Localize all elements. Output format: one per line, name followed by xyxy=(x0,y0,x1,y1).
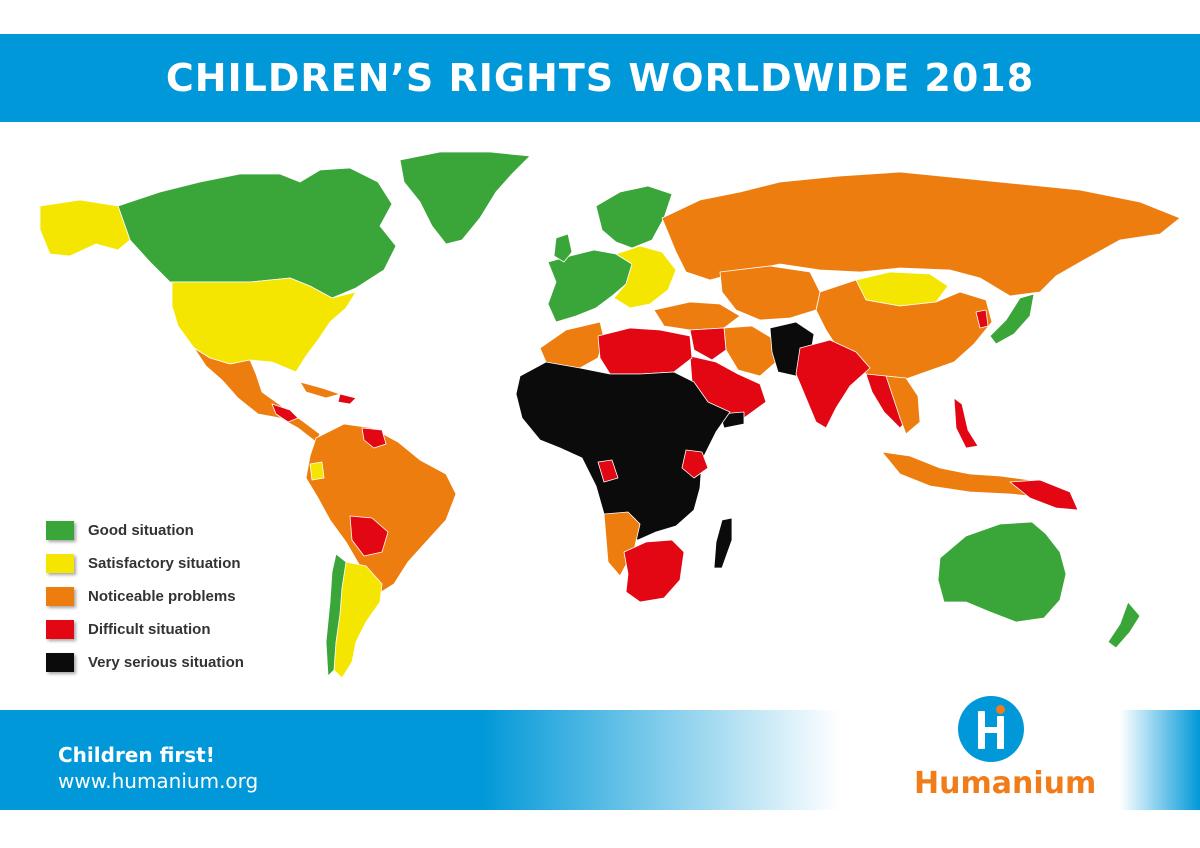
region-south-america xyxy=(305,423,457,595)
region-new-zealand xyxy=(1107,601,1141,649)
footer-url[interactable]: www.humanium.org xyxy=(58,769,259,793)
region-bolivia xyxy=(349,515,389,557)
page-title: CHILDREN’S RIGHTS WORLDWIDE 2018 xyxy=(165,56,1035,100)
region-india xyxy=(795,339,871,429)
legend-label-noticeable: Noticeable problems xyxy=(88,588,236,605)
region-alaska xyxy=(39,199,131,257)
region-papua xyxy=(1009,479,1079,511)
region-venezuela xyxy=(361,427,387,449)
region-kenya-tanzania xyxy=(681,449,709,479)
legend-label-difficult: Difficult situation xyxy=(88,621,211,638)
humanium-h-icon xyxy=(958,696,1024,762)
region-canada xyxy=(117,167,397,299)
region-africa-north xyxy=(597,327,693,375)
region-africa-central xyxy=(515,361,731,541)
region-chile xyxy=(325,553,347,677)
region-uk xyxy=(553,233,573,263)
logo-wordmark: Humanium xyxy=(914,766,1097,801)
region-australia xyxy=(937,521,1067,623)
legend-swatch-noticeable xyxy=(46,587,74,606)
region-philippines xyxy=(953,397,979,449)
region-japan xyxy=(989,293,1035,345)
legend-item-difficult: Difficult situation xyxy=(46,613,244,646)
region-syria-iraq xyxy=(689,327,727,361)
legend-label-good: Good situation xyxy=(88,522,194,539)
legend-swatch-very-serious xyxy=(46,653,74,672)
legend-item-good: Good situation xyxy=(46,514,244,547)
humanium-logo: Humanium xyxy=(914,696,1097,808)
legend-item-very-serious: Very serious situation xyxy=(46,646,244,679)
region-greenland xyxy=(399,151,531,245)
legend-item-noticeable: Noticeable problems xyxy=(46,580,244,613)
region-madagascar xyxy=(713,517,733,569)
region-central-america-difficult xyxy=(271,403,299,423)
legend: Good situation Satisfactory situation No… xyxy=(46,514,244,679)
region-eastern-europe xyxy=(613,245,677,309)
region-turkey-caucasus xyxy=(653,301,741,331)
region-central-asia xyxy=(719,265,821,321)
legend-label-satisfactory: Satisfactory situation xyxy=(88,555,241,572)
world-map-svg xyxy=(39,151,1181,679)
world-map xyxy=(0,122,1200,710)
region-indochina xyxy=(885,375,921,435)
region-iran-region xyxy=(723,325,777,377)
region-caribbean xyxy=(299,381,341,399)
region-scandinavia xyxy=(595,185,673,249)
region-ecuador xyxy=(309,461,325,481)
region-western-europe xyxy=(547,249,633,323)
region-southern-africa xyxy=(623,539,685,603)
region-korea xyxy=(975,309,989,329)
footer-slogan: Children first! xyxy=(58,743,215,767)
legend-label-very-serious: Very serious situation xyxy=(88,654,244,671)
legend-swatch-satisfactory xyxy=(46,554,74,573)
title-banner: CHILDREN’S RIGHTS WORLDWIDE 2018 xyxy=(0,34,1200,122)
legend-item-satisfactory: Satisfactory situation xyxy=(46,547,244,580)
legend-swatch-difficult xyxy=(46,620,74,639)
legend-swatch-good xyxy=(46,521,74,540)
region-gabon-area xyxy=(597,459,619,483)
region-haiti xyxy=(337,393,357,405)
